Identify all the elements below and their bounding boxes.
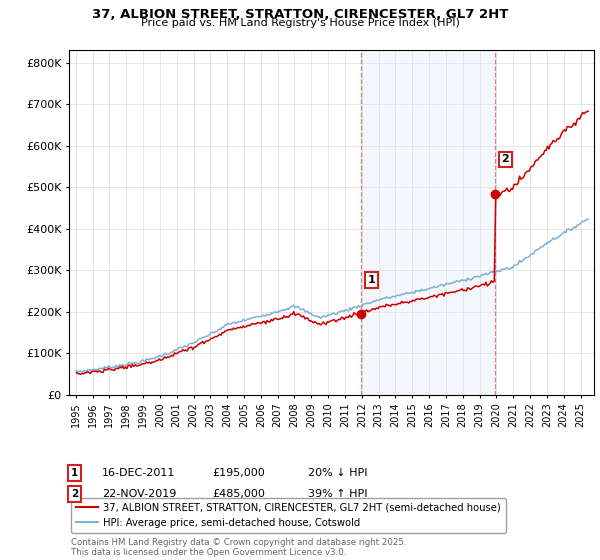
Text: 37, ALBION STREET, STRATTON, CIRENCESTER, GL7 2HT: 37, ALBION STREET, STRATTON, CIRENCESTER… xyxy=(92,8,508,21)
Text: 1: 1 xyxy=(368,275,376,285)
Text: 22-NOV-2019: 22-NOV-2019 xyxy=(102,489,176,499)
Text: 20% ↓ HPI: 20% ↓ HPI xyxy=(308,468,367,478)
Text: 39% ↑ HPI: 39% ↑ HPI xyxy=(308,489,367,499)
Text: £195,000: £195,000 xyxy=(212,468,265,478)
Text: 1: 1 xyxy=(71,468,78,478)
Text: Contains HM Land Registry data © Crown copyright and database right 2025.
This d: Contains HM Land Registry data © Crown c… xyxy=(71,538,406,557)
Legend: 37, ALBION STREET, STRATTON, CIRENCESTER, GL7 2HT (semi-detached house), HPI: Av: 37, ALBION STREET, STRATTON, CIRENCESTER… xyxy=(71,498,506,533)
Text: Price paid vs. HM Land Registry's House Price Index (HPI): Price paid vs. HM Land Registry's House … xyxy=(140,18,460,29)
Text: 2: 2 xyxy=(501,155,509,165)
Bar xyxy=(361,50,494,395)
Text: £485,000: £485,000 xyxy=(212,489,265,499)
Text: 2: 2 xyxy=(71,489,78,499)
Text: 16-DEC-2011: 16-DEC-2011 xyxy=(102,468,175,478)
